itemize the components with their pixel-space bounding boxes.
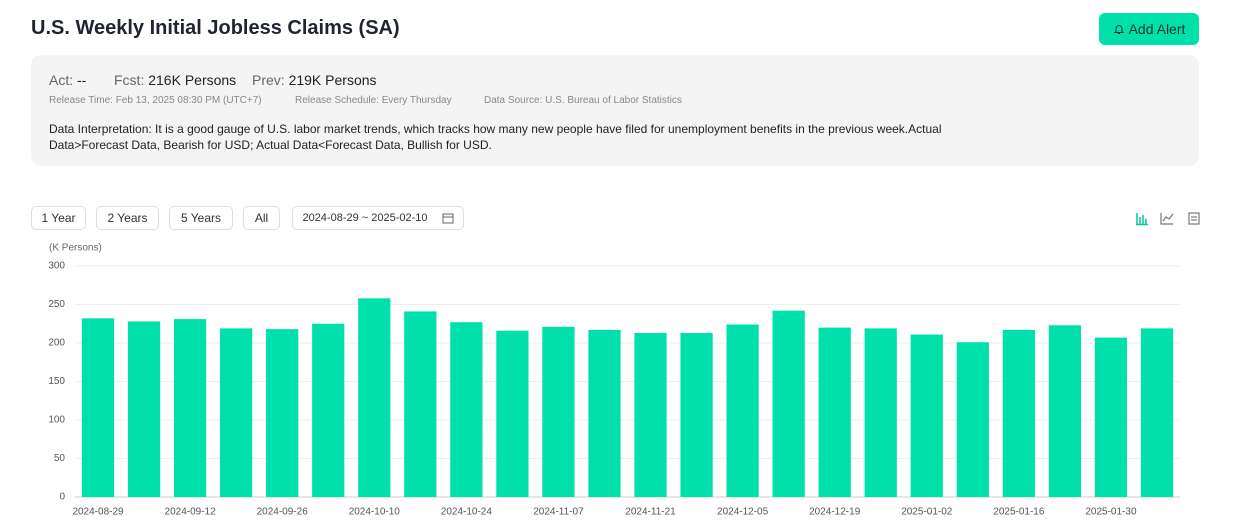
bar [1140,328,1174,497]
add-alert-button[interactable]: Add Alert [1099,13,1199,45]
x-tick-label: 2024-10-10 [349,507,401,518]
table-view-icon[interactable] [1188,212,1200,225]
x-tick-label: 2024-08-29 [72,507,124,518]
bar [818,327,851,497]
label: Act: [49,72,74,88]
previous: Prev: 219K Persons [252,72,377,88]
bar [864,328,897,497]
x-tick-label: 2024-09-12 [165,507,217,518]
bar [358,298,391,497]
range-button[interactable]: All [243,206,280,230]
bar [266,329,299,497]
x-tick-label: 2024-12-05 [717,507,769,518]
y-tick-label: 100 [48,415,65,426]
x-tick-label: 2024-11-07 [533,507,584,518]
interpretation: Data Interpretation: It is a good gauge … [49,122,942,152]
bar [956,342,989,497]
y-tick-label: 50 [54,453,66,464]
y-tick-label: 150 [48,376,65,387]
bar [312,323,345,497]
y-tick-label: 300 [48,261,65,272]
bar [496,330,529,497]
value: 219K Persons [288,72,377,88]
bar [634,332,667,497]
label: Fcst: [114,72,145,88]
y-tick-label: 0 [59,492,65,503]
x-tick-label: 2024-09-26 [257,507,309,518]
bar-view-icon[interactable] [1136,213,1148,226]
bar [404,311,437,497]
bar [772,310,805,497]
bar [726,324,759,497]
range-button[interactable]: 2 Years [96,206,159,230]
bar [680,332,713,497]
value: -- [77,72,87,88]
bar [450,322,483,497]
bar [1002,329,1035,497]
range-button[interactable]: 1 Year [31,206,86,230]
x-tick-label: 2025-01-02 [901,507,953,518]
bar [220,328,253,497]
button-label: Add Alert [1128,21,1186,37]
y-tick-label: 200 [48,338,65,349]
bar [1094,337,1128,497]
y-axis-label: (K Persons) [49,243,102,254]
range-button[interactable]: 5 Years [169,206,233,230]
view-toggles [1136,212,1200,226]
label: Prev: [252,72,285,88]
bar [542,326,575,497]
bar [127,321,161,497]
bar [588,329,621,497]
info-card: Act: -- Fcst: 216K Persons Prev: 219K Pe… [31,55,1199,166]
forecast: Fcst: 216K Persons [114,72,236,88]
release-time: Release Time: Feb 13, 2025 08:30 PM (UTC… [49,95,262,106]
date-range-picker[interactable]: 2024-08-29 ~ 2025-02-10 [292,206,464,230]
calendar-icon [442,213,454,224]
x-tick-label: 2024-12-19 [809,507,861,518]
bar [1048,325,1082,497]
bar [81,318,115,497]
data-source: Data Source: U.S. Bureau of Labor Statis… [484,95,682,106]
actual: Act: -- [49,72,86,88]
page-title: U.S. Weekly Initial Jobless Claims (SA) [31,17,400,39]
y-tick-label: 250 [48,299,65,310]
value: 216K Persons [148,72,237,88]
x-tick-label: 2024-11-21 [625,507,676,518]
date-range: 2024-08-29 ~ 2025-02-10 [302,212,428,224]
x-tick-label: 2024-10-24 [441,507,493,518]
line-view-icon[interactable] [1160,213,1174,225]
release-schedule: Release Schedule: Every Thursday [295,95,452,106]
bell-icon [1113,25,1124,34]
x-tick-label: 2025-01-30 [1085,507,1137,518]
chart: (K Persons) 0 50 100 150 200 250 300 2024-08-29… [48,243,1180,518]
bar [173,319,207,497]
bar [910,334,943,497]
x-tick-label: 2025-01-16 [993,507,1045,518]
